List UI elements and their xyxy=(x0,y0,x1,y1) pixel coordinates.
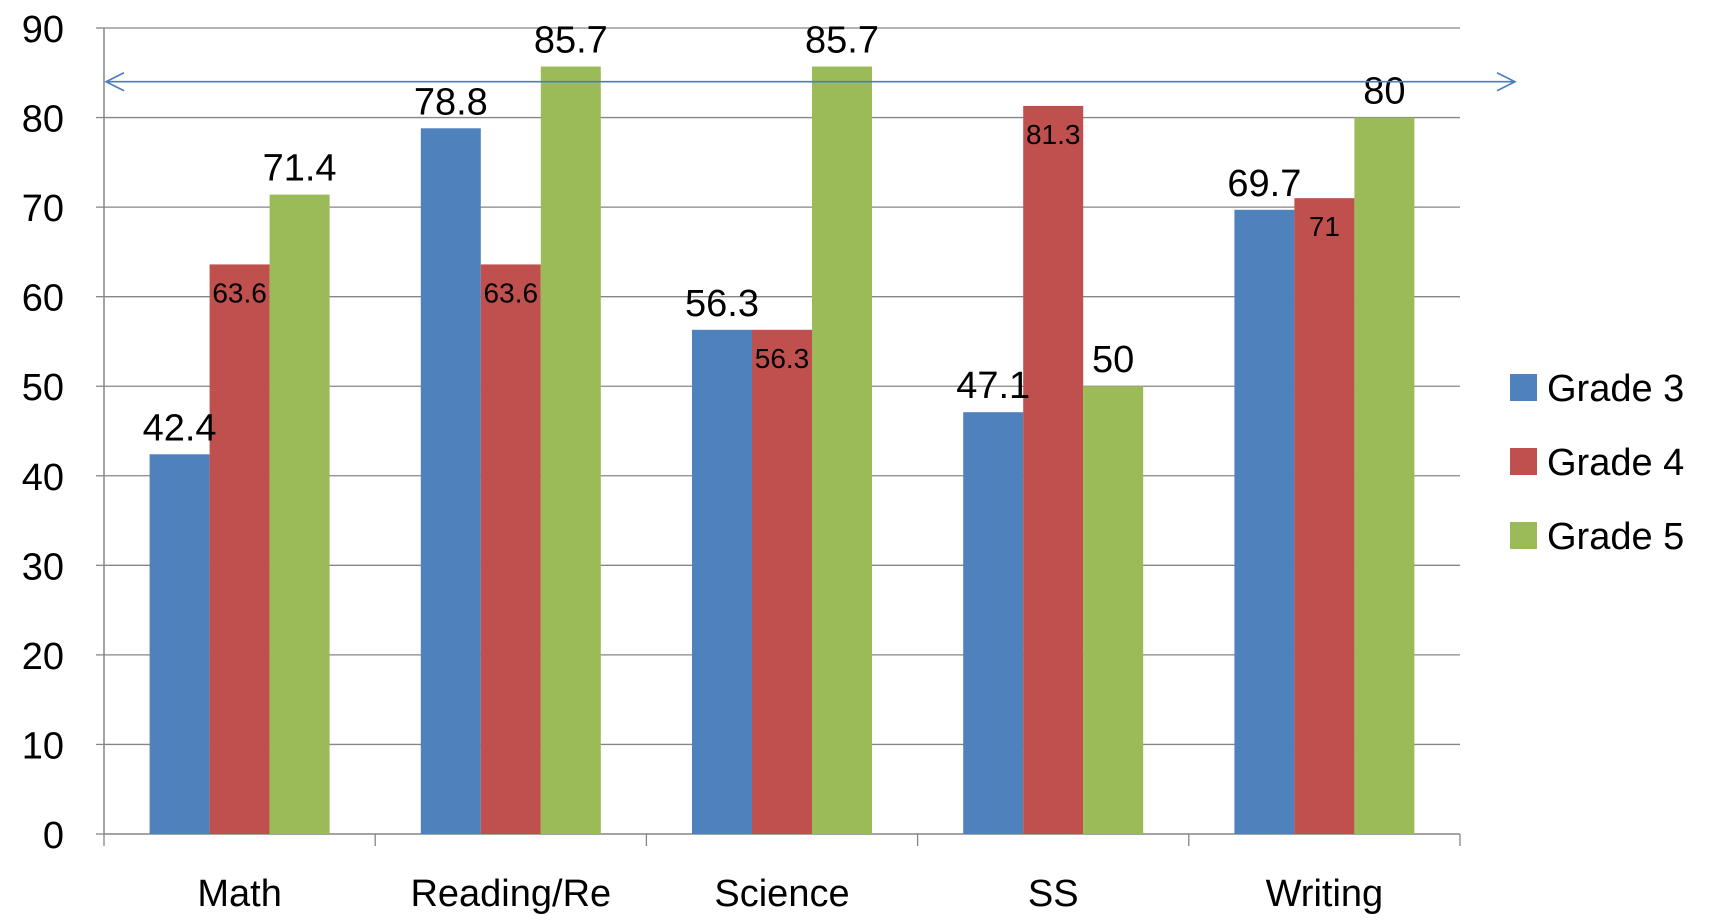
data-label: 71.4 xyxy=(263,148,337,190)
x-tick-label: Math xyxy=(197,873,281,915)
bar xyxy=(149,454,210,834)
x-tick-label: Science xyxy=(714,873,849,915)
y-tick-label: 90 xyxy=(22,9,64,51)
bar xyxy=(963,412,1024,834)
y-tick-label: 30 xyxy=(22,546,64,588)
data-label: 69.7 xyxy=(1227,163,1301,205)
data-labels: 42.4 78.8 56.3 47.1 69.7 63.6 63.6 56.3 81.3 71 71… xyxy=(143,20,1406,450)
y-tick-label: 0 xyxy=(43,815,64,857)
bar xyxy=(1023,105,1084,834)
y-tick-label: 60 xyxy=(22,278,64,320)
data-label: 85.7 xyxy=(805,20,879,62)
bar xyxy=(480,264,541,835)
y-tick-label: 10 xyxy=(22,725,64,767)
arrowhead-right xyxy=(1496,72,1517,92)
legend-label: Grade 4 xyxy=(1547,442,1684,484)
data-label: 42.4 xyxy=(143,407,217,449)
data-label: 71 xyxy=(1309,211,1340,242)
legend-label: Grade 5 xyxy=(1547,516,1684,558)
legend-label: Grade 3 xyxy=(1547,368,1684,410)
bar xyxy=(540,66,601,834)
bar xyxy=(1354,117,1415,835)
data-label: 81.3 xyxy=(1026,119,1081,150)
x-tick-label: Writing xyxy=(1266,873,1384,915)
data-label: 80 xyxy=(1363,71,1405,113)
bar xyxy=(752,329,812,834)
arrowhead-left xyxy=(104,72,125,92)
data-label: 85.7 xyxy=(534,20,608,62)
legend-swatch xyxy=(1510,374,1537,401)
legend-swatch xyxy=(1510,522,1537,549)
bar xyxy=(420,128,481,834)
y-tick-label: 40 xyxy=(22,457,64,499)
y-tick-label: 70 xyxy=(22,188,64,230)
axes: 0 10 20 30 40 50 60 70 80 90 Math Reading/Re Science… xyxy=(22,9,1461,915)
bar xyxy=(692,329,752,834)
bar xyxy=(209,264,270,835)
data-label: 78.8 xyxy=(414,81,488,123)
bar xyxy=(269,194,330,834)
data-label: 63.6 xyxy=(212,277,267,308)
y-tick-label: 50 xyxy=(22,367,64,409)
data-label: 56.3 xyxy=(685,283,759,325)
x-tick-label: SS xyxy=(1028,873,1079,915)
data-label: 50 xyxy=(1092,339,1134,381)
y-tick-label: 20 xyxy=(22,636,64,678)
legend: Grade 3 Grade 4 Grade 5 xyxy=(1510,368,1684,558)
x-tick-label: Reading/Re xyxy=(410,873,611,915)
legend-swatch xyxy=(1510,448,1537,475)
data-label: 56.3 xyxy=(755,343,810,374)
annotations xyxy=(104,72,1517,92)
y-tick-label: 80 xyxy=(22,99,64,141)
bar xyxy=(1294,198,1355,835)
bar xyxy=(1234,209,1295,834)
bar xyxy=(1083,386,1144,834)
data-label: 47.1 xyxy=(956,365,1030,407)
data-label: 63.6 xyxy=(484,277,539,308)
bar xyxy=(812,66,872,834)
bars xyxy=(149,66,1415,835)
